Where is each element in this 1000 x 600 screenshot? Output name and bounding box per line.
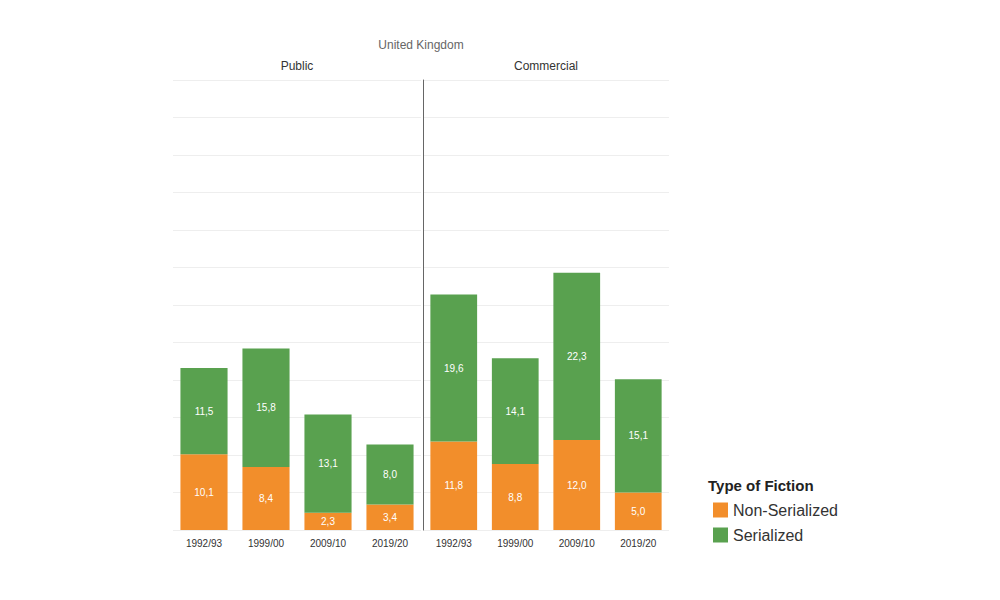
svg-text:22,3: 22,3 [567, 351, 587, 362]
svg-text:Type of Fiction: Type of Fiction [708, 477, 814, 494]
svg-text:2009/10: 2009/10 [310, 538, 347, 549]
svg-text:2,3: 2,3 [321, 516, 335, 527]
svg-text:15,8: 15,8 [256, 402, 276, 413]
svg-text:1992/93: 1992/93 [436, 538, 473, 549]
svg-text:United Kingdom: United Kingdom [378, 38, 463, 52]
svg-text:1992/93: 1992/93 [186, 538, 223, 549]
svg-text:11,5: 11,5 [195, 406, 214, 417]
svg-text:8,8: 8,8 [508, 492, 522, 503]
svg-text:2019/20: 2019/20 [372, 538, 409, 549]
svg-text:1999/00: 1999/00 [248, 538, 285, 549]
svg-text:8,4: 8,4 [259, 493, 273, 504]
svg-text:8,0: 8,0 [383, 469, 397, 480]
svg-text:19,6: 19,6 [444, 363, 464, 374]
svg-text:12,0: 12,0 [567, 480, 587, 491]
svg-text:Public: Public [281, 59, 314, 73]
svg-text:Commercial: Commercial [514, 59, 578, 73]
svg-text:5,0: 5,0 [631, 506, 645, 517]
svg-text:14,1: 14,1 [506, 406, 526, 417]
svg-text:10,1: 10,1 [194, 487, 214, 498]
svg-text:Non-Serialized: Non-Serialized [733, 502, 838, 519]
svg-text:3,4: 3,4 [383, 512, 397, 523]
svg-text:Serialized: Serialized [733, 527, 803, 544]
svg-text:15,1: 15,1 [629, 430, 649, 441]
svg-text:1999/00: 1999/00 [497, 538, 534, 549]
svg-text:13,1: 13,1 [318, 458, 338, 469]
svg-text:2019/20: 2019/20 [620, 538, 657, 549]
svg-text:2009/10: 2009/10 [559, 538, 596, 549]
svg-text:11,8: 11,8 [444, 480, 463, 491]
